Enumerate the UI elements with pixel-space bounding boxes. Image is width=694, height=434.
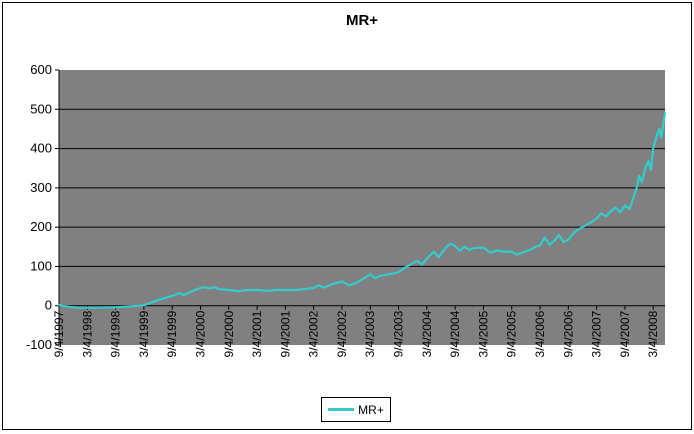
x-axis-label: 3/4/2003 <box>363 310 377 357</box>
x-axis-label: 3/4/2005 <box>476 310 490 357</box>
y-axis-label: 100 <box>30 258 52 273</box>
x-axis-label: 9/4/2007 <box>618 310 632 357</box>
y-axis-label: 600 <box>30 62 52 77</box>
x-axis-label: 3/4/2006 <box>533 310 547 357</box>
x-axis-label: 9/4/1997 <box>52 310 66 357</box>
x-axis-label: 9/4/1999 <box>165 310 179 357</box>
y-axis-label: 300 <box>30 180 52 195</box>
x-axis-label: 9/4/2000 <box>222 310 236 357</box>
x-axis-label: 3/4/1999 <box>137 310 151 357</box>
x-axis-label: 3/4/2008 <box>646 310 660 357</box>
x-axis-label: 9/4/1998 <box>109 310 123 357</box>
x-axis-label: 9/4/2002 <box>335 310 349 357</box>
y-axis-label: 0 <box>45 298 52 313</box>
series-line <box>57 112 667 309</box>
y-axis-label: 400 <box>30 141 52 156</box>
x-axis-label: 9/4/2006 <box>561 310 575 357</box>
x-axis-label: 9/4/2005 <box>505 310 519 357</box>
x-axis-label: 9/4/2004 <box>448 310 462 357</box>
x-axis-label: 3/4/2000 <box>193 310 207 357</box>
y-axis-label: -100 <box>26 337 52 352</box>
x-axis-label: 3/4/2001 <box>250 310 264 357</box>
legend-line-sample-icon <box>328 408 355 411</box>
x-axis-label: 9/4/2003 <box>392 310 406 357</box>
x-axis-label: 3/4/2004 <box>420 310 434 357</box>
y-axis-label: 200 <box>30 219 52 234</box>
x-axis-label: 3/4/2007 <box>590 310 604 357</box>
chart-title: MR+ <box>345 12 379 29</box>
legend-series-label: MR+ <box>358 402 384 417</box>
x-axis-label: 9/4/2001 <box>278 310 292 357</box>
x-axis-label: 3/4/1998 <box>80 310 94 357</box>
legend: MR+ <box>321 397 391 422</box>
x-axis-label: 3/4/2002 <box>307 310 321 357</box>
y-axis-label: 500 <box>30 101 52 116</box>
